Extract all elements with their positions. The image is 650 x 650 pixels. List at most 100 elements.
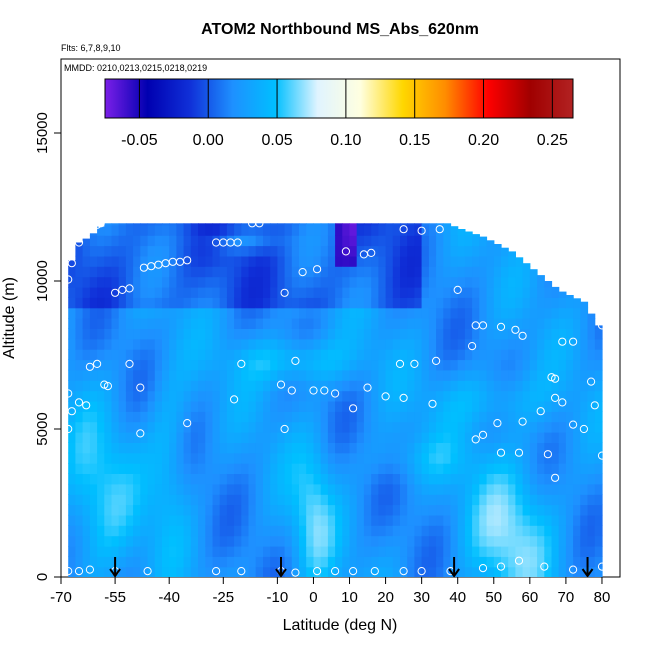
sample-point — [428, 399, 437, 408]
heatmap-cell — [291, 390, 300, 402]
heatmap-cell — [479, 452, 488, 464]
heatmap-cell — [335, 390, 343, 402]
heatmap-cell — [385, 535, 394, 547]
heatmap-cell — [457, 411, 466, 423]
heatmap-cell — [464, 297, 473, 309]
heatmap-cell — [479, 245, 488, 257]
heatmap-cell — [125, 566, 134, 577]
heatmap-cell — [277, 442, 286, 454]
heatmap-cell — [356, 224, 365, 236]
heatmap-cell — [493, 255, 502, 267]
heatmap-cell — [515, 286, 524, 298]
heatmap-cell — [284, 245, 293, 257]
heatmap-cell — [508, 535, 516, 547]
heatmap-cell — [306, 566, 314, 577]
heatmap-cell — [205, 266, 214, 278]
heatmap-cell — [190, 566, 199, 577]
heatmap-cell — [428, 369, 437, 381]
heatmap-cell — [385, 349, 394, 361]
heatmap-cell — [580, 349, 589, 361]
heatmap-cell — [313, 421, 322, 433]
sample-point — [291, 568, 300, 577]
heatmap-cell — [248, 297, 257, 309]
flight-marker-arrow — [448, 557, 460, 578]
heatmap-cell — [501, 473, 509, 485]
heatmap-cell — [183, 266, 192, 278]
heatmap-cell — [407, 463, 415, 474]
heatmap-cell — [147, 235, 156, 247]
heatmap-cell — [565, 473, 574, 485]
heatmap-cell — [270, 463, 278, 474]
heatmap-cell — [147, 432, 156, 443]
heatmap-cell — [407, 266, 415, 278]
sample-point — [551, 393, 560, 402]
heatmap-cell — [205, 432, 214, 443]
heatmap-cell — [436, 432, 444, 443]
heatmap-cell — [198, 349, 206, 361]
heatmap-cell — [75, 318, 84, 329]
x-tick-label: -10 — [267, 589, 289, 606]
heatmap-cell — [104, 556, 113, 568]
heatmap-cell — [226, 452, 235, 464]
heatmap-cell — [378, 535, 387, 547]
sample-point — [558, 337, 567, 346]
heatmap-cell — [385, 566, 394, 577]
heatmap-cell — [75, 245, 84, 257]
sample-point — [551, 374, 560, 383]
heatmap-cell — [407, 297, 415, 309]
heatmap-cell — [291, 369, 300, 381]
heatmap-cell — [508, 494, 516, 506]
heatmap-cell — [284, 442, 293, 454]
heatmap-cell — [378, 556, 387, 568]
heatmap-cell — [111, 297, 120, 309]
heatmap-cell — [306, 400, 314, 412]
heatmap-cell — [118, 245, 127, 257]
heatmap-cell — [226, 421, 235, 433]
heatmap-cell — [436, 525, 444, 537]
heatmap-cell — [544, 463, 553, 474]
heatmap-cell — [580, 359, 589, 371]
sample-point — [93, 359, 102, 368]
heatmap-cell — [248, 442, 257, 454]
sample-point — [111, 288, 120, 297]
heatmap-cell — [436, 318, 444, 329]
heatmap-cell — [147, 494, 156, 506]
heatmap-cell — [356, 307, 365, 319]
heatmap-cell — [371, 224, 379, 236]
heatmap-cell — [226, 266, 235, 278]
heatmap-cell — [82, 276, 91, 288]
heatmap-cell — [118, 463, 127, 474]
heatmap-cell — [147, 535, 156, 547]
heatmap-cell — [226, 307, 235, 319]
heatmap-cell — [270, 349, 278, 361]
heatmap-cell — [190, 421, 199, 433]
heatmap-cell — [486, 442, 495, 454]
heatmap-cell — [421, 514, 430, 526]
heatmap-cell — [501, 276, 509, 288]
heatmap-cell — [248, 349, 257, 361]
heatmap-cell — [284, 514, 293, 526]
heatmap-cell — [428, 556, 437, 568]
heatmap-cell — [529, 400, 538, 412]
heatmap-cell — [457, 297, 466, 309]
heatmap-cell — [479, 307, 488, 319]
heatmap-cell — [486, 307, 495, 319]
heatmap-cell — [558, 432, 567, 443]
heatmap-cell — [428, 318, 437, 329]
heatmap-cell — [573, 452, 581, 464]
sample-point — [453, 285, 462, 294]
heatmap-cell — [515, 535, 524, 547]
heatmap-cell — [306, 494, 314, 506]
heatmap-cell — [335, 380, 343, 392]
heatmap-cell — [270, 504, 278, 516]
heatmap-cell — [335, 369, 343, 381]
heatmap-cell — [363, 255, 372, 267]
y-tick-label: 15000 — [34, 112, 51, 154]
heatmap-cell — [501, 297, 509, 309]
heatmap-cell — [198, 266, 206, 278]
heatmap-cell — [162, 318, 170, 329]
heatmap-cell — [97, 463, 105, 474]
heatmap-cell — [241, 473, 250, 485]
heatmap-cell — [154, 338, 163, 350]
heatmap-cell — [327, 400, 336, 412]
